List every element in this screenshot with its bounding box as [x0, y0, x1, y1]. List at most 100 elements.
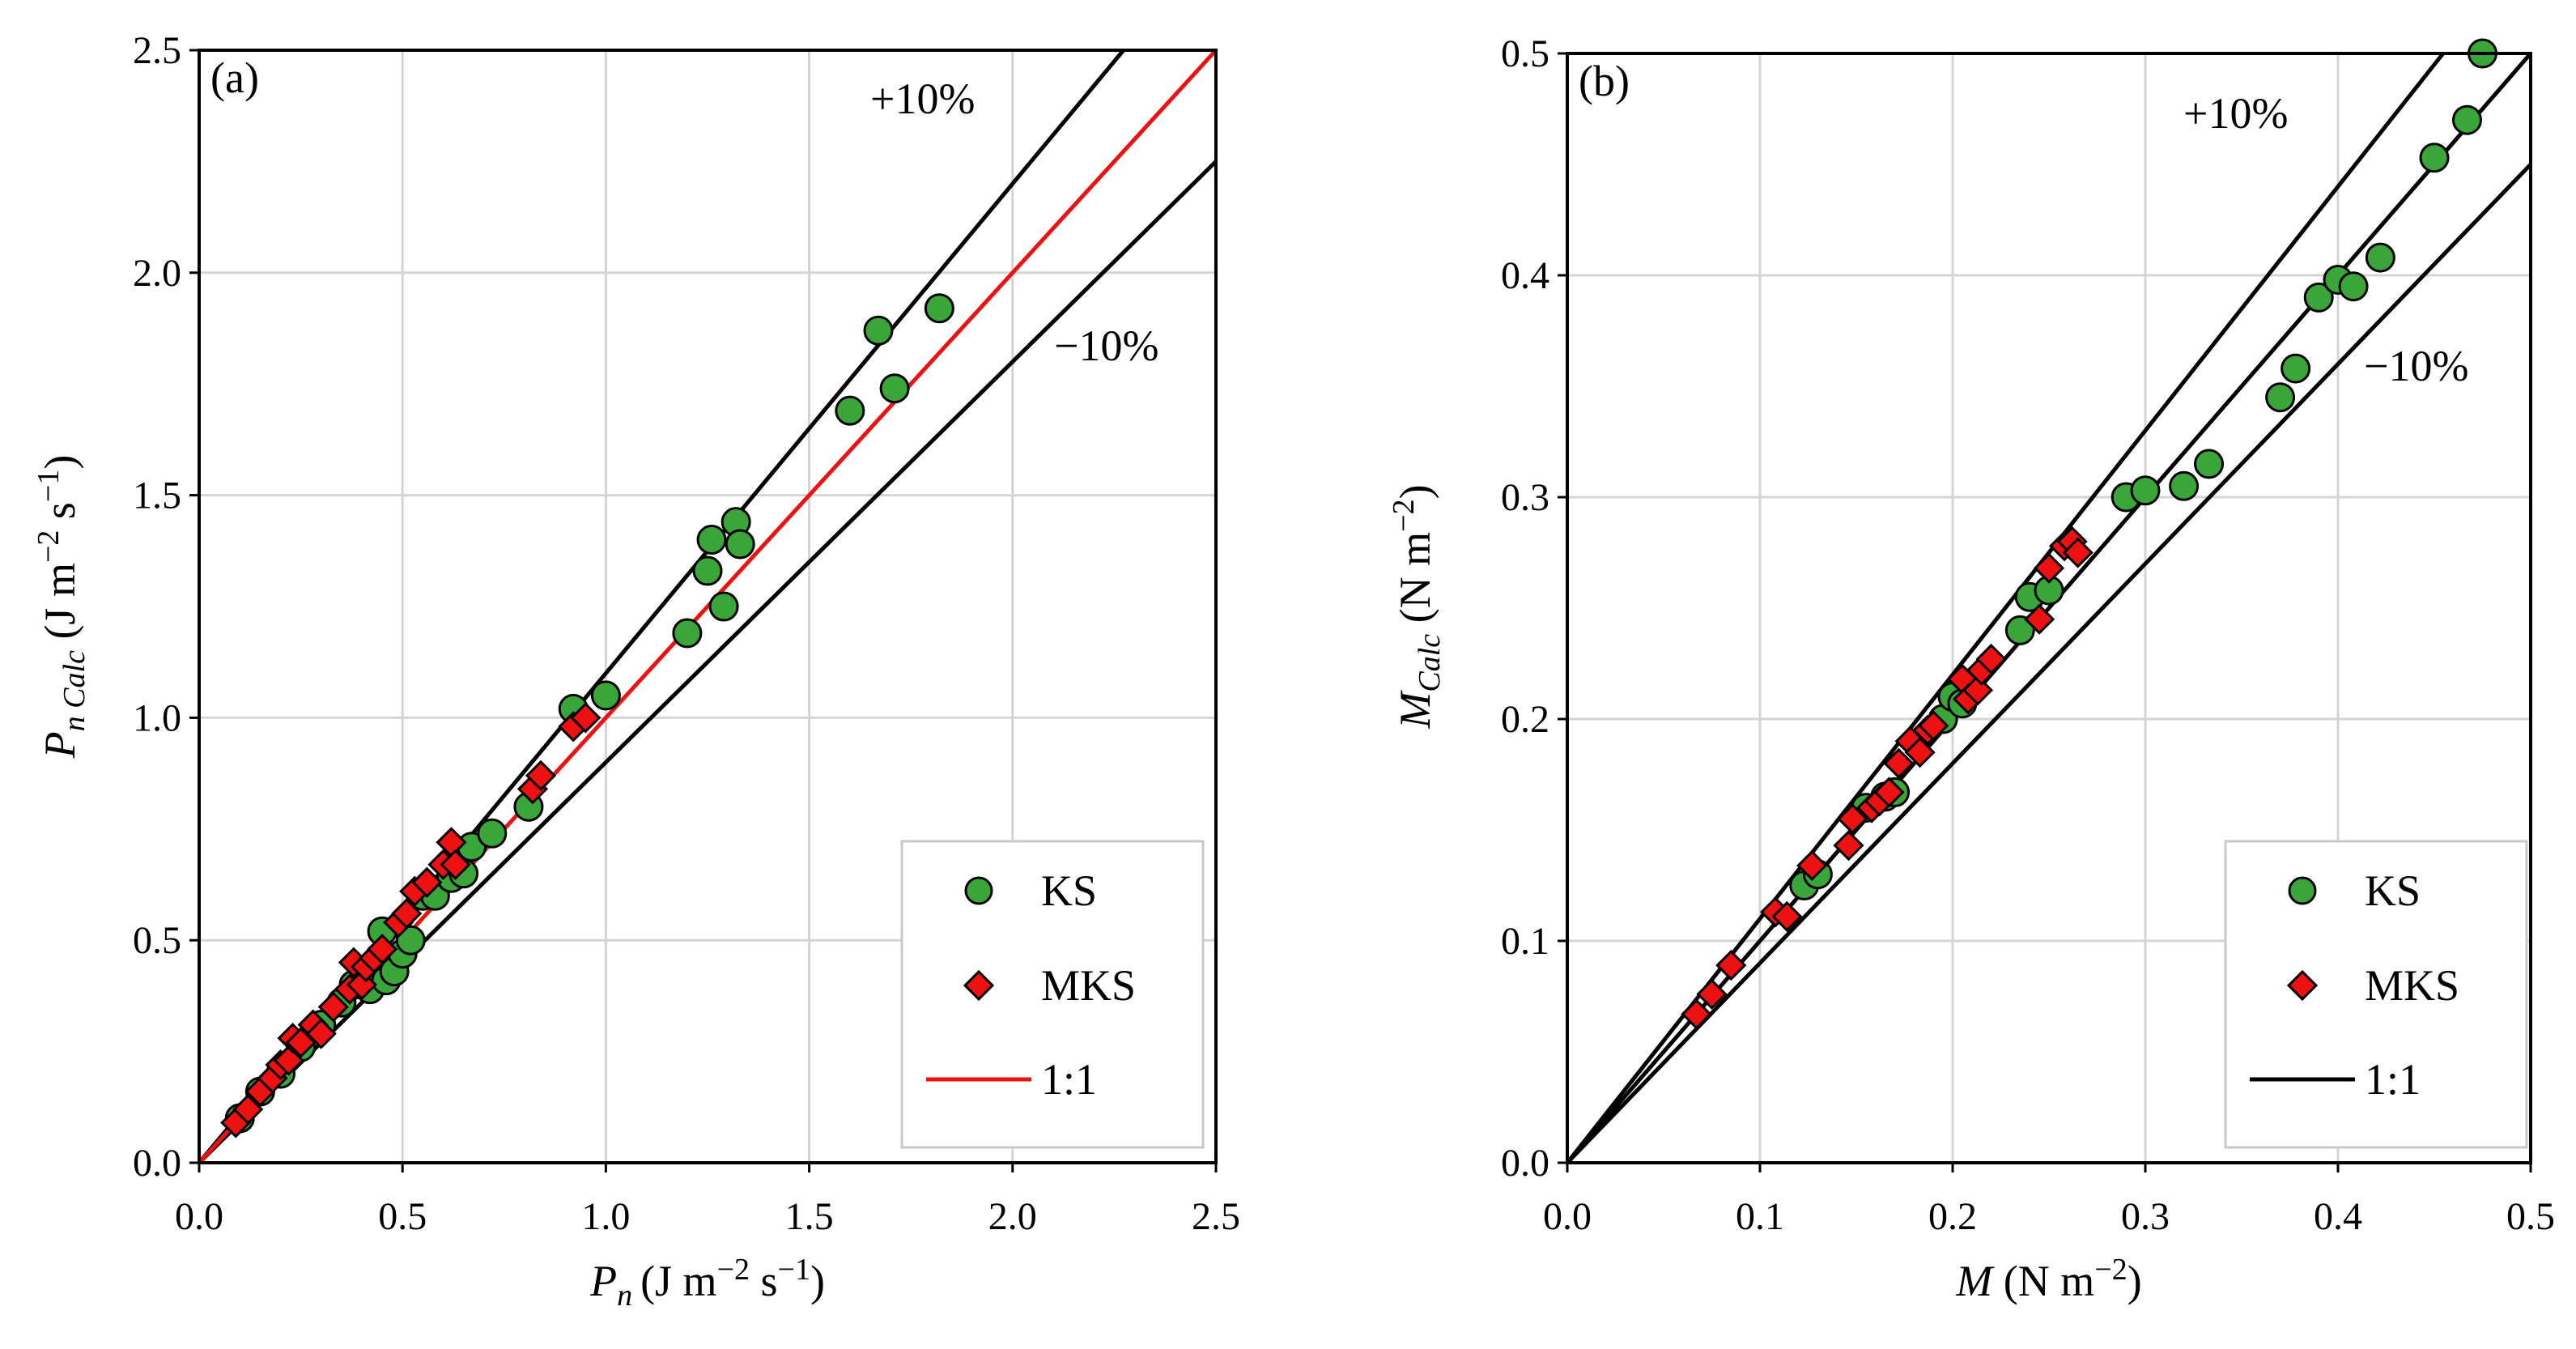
panel-a-label: (a) [210, 53, 259, 102]
panel-a-ylabel-units2: s [36, 502, 84, 530]
panel-a-ks-point-23 [692, 555, 723, 586]
panel-a-ylabel-close: ) [36, 455, 84, 470]
panel-b-ytick-label-0: 0.0 [1501, 1142, 1549, 1185]
panel-a: 0.0 0.5 1.0 1.5 2.0 2.5 0.0 0.5 1.0 1.5 2.0 2.5 (a)… [32, 29, 1240, 1313]
panel-a-mks-point-7 [285, 1027, 317, 1058]
panel-a-mks-point-9 [305, 1018, 337, 1049]
panel-a-mks-point-25 [525, 760, 557, 791]
panel-b-ks-point-8 [2004, 615, 2035, 645]
panel-b-legend-ks-marker [2288, 876, 2317, 905]
panel-a-legend-1to1-label: 1:1 [1041, 1055, 1097, 1104]
panel-b-ks-point-21 [2419, 143, 2450, 173]
panel-a-ks-point-24 [696, 525, 727, 555]
panel-a-frame [198, 49, 1218, 1164]
panel-b-ytick-label-4: 0.4 [1501, 254, 1549, 297]
panel-a-mks-point-1 [232, 1093, 264, 1126]
panel-a-mks-point-10 [317, 991, 349, 1023]
panel-b-mks-point-25 [2062, 537, 2094, 568]
panel-a-legend-box [900, 840, 1205, 1149]
panel-b-mks-point-5 [1796, 849, 1828, 881]
panel-b-ytick-label-5: 0.5 [1501, 32, 1549, 75]
panel-a-ks-point-21 [590, 680, 621, 711]
panel-b-mks-point-15 [1918, 710, 1949, 742]
panel-b-ylabel-units: (N m [1391, 532, 1439, 634]
panel-a-mks-point-27 [570, 702, 601, 734]
panel-b-minus10-line [1566, 163, 2532, 1164]
panel-a-ylabel-exp1: −2 [32, 530, 66, 563]
panel-a-ks-point-30 [879, 373, 910, 404]
panel-b-mks-point-6 [1833, 830, 1864, 862]
panel-b-y-axis-label: MCalc (N m−2) [1387, 484, 1447, 729]
panel-b-label: (b) [1579, 57, 1630, 105]
panel-a-ks-point-27 [725, 529, 755, 560]
panel-b-xlabel-units: (N m [1992, 1257, 2094, 1305]
panel-b-frame [1566, 52, 2532, 1164]
panel-b-ks-point-20 [2365, 242, 2395, 273]
panel-a-xtick-label-3: 1.5 [785, 1195, 834, 1238]
panel-b-xtick-label-0: 0.0 [1543, 1195, 1592, 1238]
panel-a-xlabel-close: ) [810, 1257, 825, 1305]
panel-a-x-axis-label: Pn (J m−2 s−1) [589, 1253, 825, 1313]
panel-b-lines [1566, 52, 2532, 1164]
panel-a-xtick-label-2: 1.0 [581, 1195, 630, 1238]
panel-b-ks-point-13 [2169, 470, 2200, 501]
panel-a-ylabel-main: P [36, 731, 84, 759]
panel-b-legend-mks-label: MKS [2365, 961, 2459, 1010]
panel-a-legend: KS MKS 1:1 [900, 840, 1205, 1149]
panel-a-ks-point-12 [395, 925, 426, 955]
panel-a-ytick-label-1: 0.5 [133, 919, 181, 962]
panel-a-mks-point-16 [366, 934, 398, 965]
panel-b-mks-point-20 [1975, 643, 2007, 675]
panel-a-plus10-label: +10% [870, 74, 975, 123]
panel-b-ylabel-main: M [1391, 690, 1439, 730]
panel-a-legend-mks-label: MKS [1041, 961, 1136, 1010]
panel-a-grid [199, 50, 1216, 1163]
panel-b-xtick-label-4: 0.4 [2314, 1195, 2362, 1238]
panel-b-plus10-line [1566, 52, 2445, 1164]
panel-b-ylabel-exp1: −2 [1387, 499, 1421, 531]
panel-a-mks-points [220, 702, 601, 1138]
panel-a-ylabel-units: (J m [36, 563, 84, 650]
panel-a-minus10-label: −10% [1054, 321, 1158, 370]
panel-b-x-axis-label: M (N m−2) [1955, 1253, 2141, 1305]
panel-b-minus10-label: −10% [2364, 342, 2468, 390]
panel-a-xlabel-main: P [589, 1257, 617, 1305]
panel-b-legend-1to1-label: 1:1 [2365, 1055, 2421, 1104]
panel-b-ks-point-22 [2451, 104, 2482, 135]
panel-a-xlabel-sub: n [617, 1279, 632, 1313]
panel-a-ytick-label-2: 1.0 [133, 696, 181, 739]
panel-b-mks-point-1 [1696, 978, 1728, 1010]
panel-b-mks-point-11 [1883, 747, 1915, 779]
panel-b-mks-point-21 [2024, 603, 2055, 635]
panel-a-ytick-label-5: 2.5 [133, 29, 181, 72]
panel-a-mks-point-22 [436, 827, 467, 858]
panel-a-ylabel-sub: n Calc [57, 650, 91, 731]
panel-a-ks-point-18 [477, 818, 508, 849]
panel-a-legend-ks-marker [964, 876, 993, 905]
panel-a-mks-point-18 [391, 898, 423, 930]
panel-a-ytick-label-3: 1.5 [133, 474, 181, 517]
panel-b-mks-point-2 [1715, 950, 1747, 981]
panel-b-ytick-label-2: 0.2 [1501, 698, 1549, 741]
panel-a-xlabel-exp2: −1 [778, 1253, 810, 1287]
panel-b-legend-ks-label: KS [2365, 866, 2421, 915]
panel-b-mks-point-4 [1771, 900, 1803, 932]
panel-a-ks-point-25 [708, 591, 739, 622]
panel-a-xtick-label-1: 0.5 [378, 1195, 427, 1238]
panel-b-xlabel-close: ) [2128, 1257, 2142, 1305]
panel-b-one-to-one-line [1566, 52, 2532, 1164]
panel-a-xlabel-exp1: −2 [717, 1253, 750, 1287]
panel-a-mks-point-5 [273, 1045, 304, 1076]
panel-a-mks-point-20 [411, 866, 443, 898]
panel-b-ytick-label-1: 0.1 [1501, 920, 1549, 963]
panel-a-ks-point-29 [863, 315, 894, 346]
panel-a-xtick-label-5: 2.5 [1192, 1195, 1240, 1238]
panel-b-mks-point-22 [2033, 552, 2065, 584]
panel-b-ks-point-19 [2338, 271, 2369, 302]
panel-b-legend: KS MKS 1:1 [2224, 840, 2528, 1149]
panel-a-xtick-label-0: 0.0 [175, 1195, 223, 1238]
panel-a-ks-point-22 [672, 618, 703, 649]
panel-a-xlabel-units2: s [750, 1257, 778, 1305]
panel-b-legend-box [2224, 840, 2528, 1149]
